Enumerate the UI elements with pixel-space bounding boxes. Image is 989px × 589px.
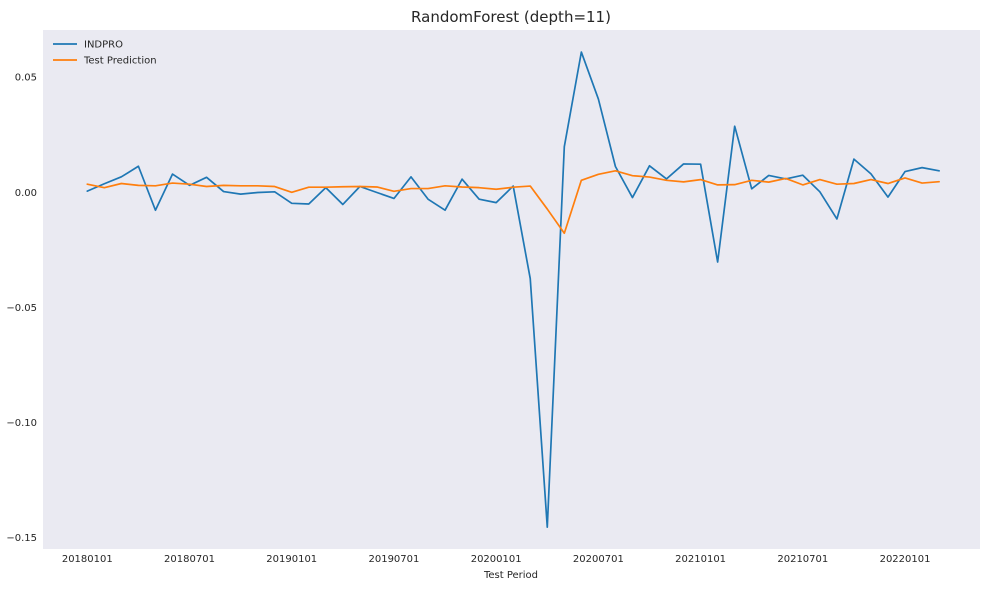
x-tick-label: 20180101 [62, 554, 113, 565]
chart-title: RandomForest (depth=11) [411, 8, 611, 26]
y-tick-label: −0.10 [6, 418, 37, 429]
y-tick-label: −0.05 [6, 303, 37, 314]
x-tick-label: 20210101 [675, 554, 726, 565]
x-tick-label: 20220101 [880, 554, 931, 565]
series-line-indpro [86, 51, 940, 528]
x-tick-label: 20200701 [573, 554, 624, 565]
x-tick-label: 20190701 [368, 554, 419, 565]
x-tick-label: 20200101 [471, 554, 522, 565]
x-tick-label: 20190101 [266, 554, 317, 565]
y-axis: 0.05 0.00 −0.05 −0.10 −0.15 [6, 73, 37, 544]
series-line-test-prediction [86, 170, 940, 235]
x-tick-label: 20180701 [164, 554, 215, 565]
x-axis: 20180101 20180701 20190101 20190701 20200101… [62, 554, 931, 565]
legend-label: INDPRO [84, 40, 123, 51]
plot-area [43, 30, 980, 549]
y-tick-label: −0.15 [6, 533, 37, 544]
series-layer [86, 51, 940, 528]
x-axis-label: Test Period [483, 570, 538, 581]
x-tick-label: 20210701 [777, 554, 828, 565]
legend-label: Test Prediction [83, 56, 157, 67]
y-tick-label: 0.00 [15, 188, 37, 199]
legend: INDPRO Test Prediction [53, 40, 157, 67]
y-tick-label: 0.05 [15, 73, 37, 84]
